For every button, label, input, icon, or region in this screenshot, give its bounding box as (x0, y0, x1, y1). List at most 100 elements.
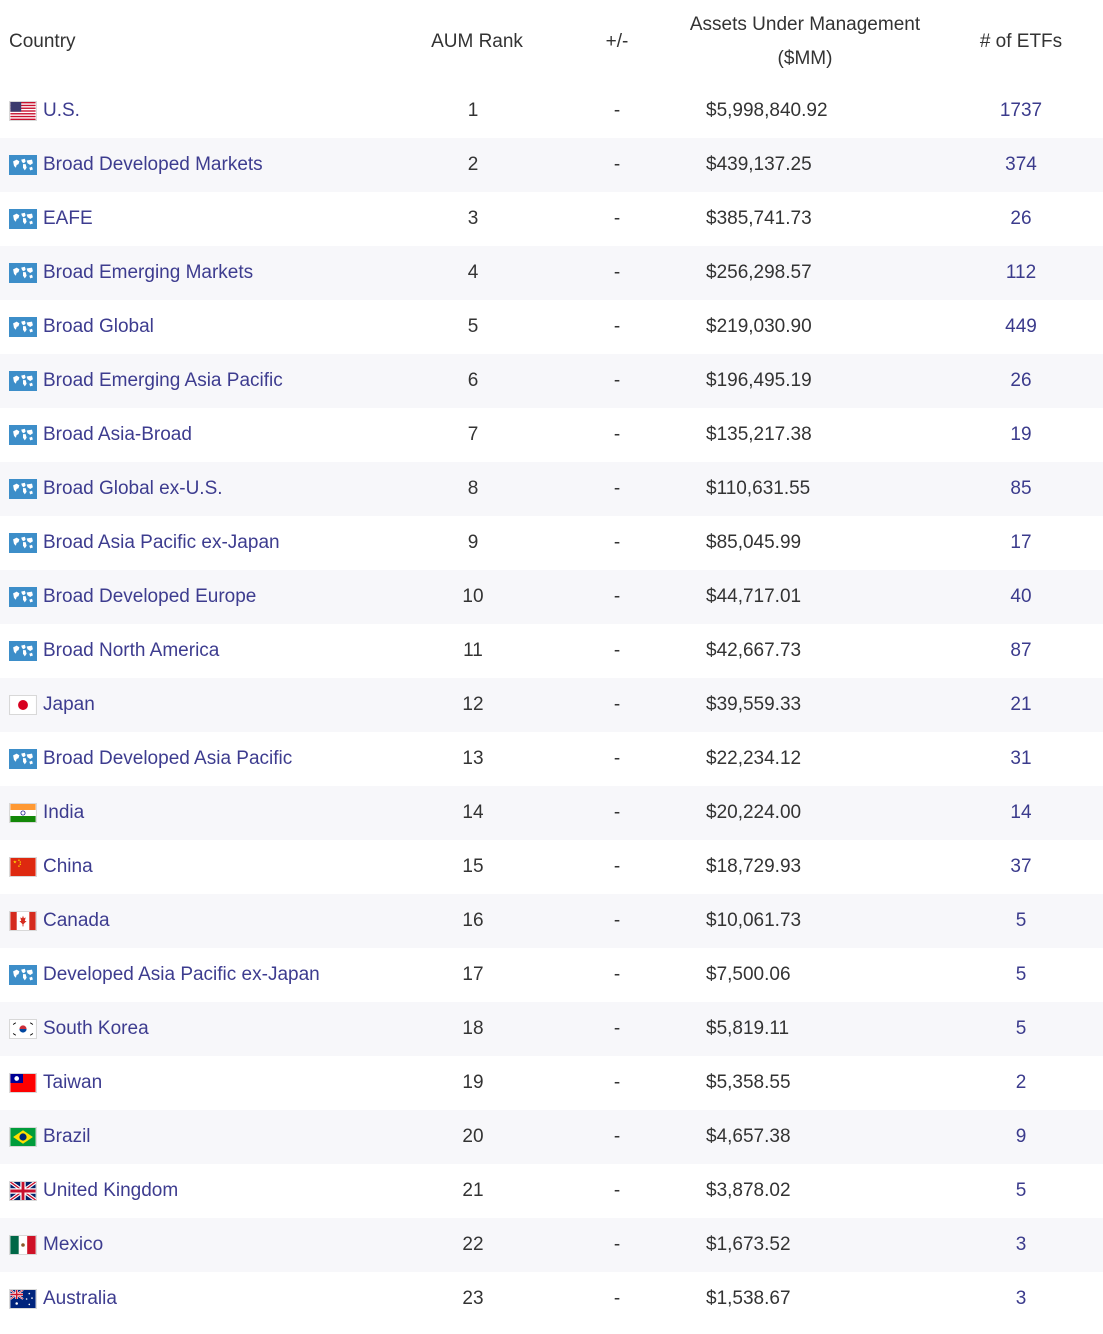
aum-rank-cell: 22 (462, 1234, 484, 1255)
aum-rank-cell: 12 (462, 694, 484, 715)
world-map-icon (9, 586, 37, 607)
world-map-icon (9, 208, 37, 229)
aum-value-cell: $20,224.00 (706, 802, 802, 823)
aum-value-cell: $196,495.19 (706, 370, 812, 391)
table-row: Broad Emerging Markets 4 - $256,298.57 112 (0, 246, 1103, 300)
world-map-icon (9, 532, 37, 553)
country-link[interactable]: Broad Developed Asia Pacific (43, 747, 293, 769)
taiwan-flag-icon (9, 1072, 37, 1093)
country-link[interactable]: Canada (43, 909, 110, 931)
header-change[interactable]: +/- (605, 31, 629, 52)
aum-rank-cell: 13 (462, 748, 484, 769)
country-cell: Mexico (0, 1218, 400, 1272)
brazil-flag-icon (9, 1126, 37, 1147)
change-cell: - (613, 424, 621, 445)
etf-count-cell: 85 (1010, 478, 1032, 499)
etf-count-cell: 5 (1015, 1018, 1027, 1039)
header-aum[interactable]: Assets Under Management ($MM) (680, 0, 930, 84)
country-cell: Broad Developed Europe (0, 570, 400, 624)
change-cell: - (613, 154, 621, 175)
aum-value-cell: $385,741.73 (706, 208, 812, 229)
world-map-icon (9, 748, 37, 769)
table-row: Broad Global 5 - $219,030.90 449 (0, 300, 1103, 354)
aum-rank-cell: 4 (467, 262, 479, 283)
country-cell: Australia (0, 1272, 400, 1326)
country-link[interactable]: India (43, 801, 85, 823)
etf-count-cell: 3 (1015, 1288, 1027, 1309)
country-cell: Broad Asia-Broad (0, 408, 400, 462)
change-cell: - (613, 1018, 621, 1039)
aum-value-cell: $10,061.73 (706, 910, 802, 931)
aum-rank-cell: 21 (462, 1180, 484, 1201)
world-map-icon (9, 964, 37, 985)
change-cell: - (613, 208, 621, 229)
world-map-icon (9, 640, 37, 661)
etf-count-cell: 14 (1010, 802, 1032, 823)
country-link[interactable]: Australia (43, 1287, 117, 1309)
country-link[interactable]: Developed Asia Pacific ex-Japan (43, 963, 320, 985)
etf-count-cell: 31 (1010, 748, 1032, 769)
etf-count-cell: 9 (1015, 1126, 1027, 1147)
aum-value-cell: $42,667.73 (706, 640, 802, 661)
table-row: China 15 - $18,729.93 37 (0, 840, 1103, 894)
aum-rank-cell: 9 (467, 532, 479, 553)
country-link[interactable]: Mexico (43, 1233, 104, 1255)
country-link[interactable]: Broad Developed Markets (43, 153, 263, 175)
aum-value-cell: $3,878.02 (706, 1180, 791, 1201)
etf-count-cell: 374 (1005, 154, 1037, 175)
country-link[interactable]: Broad North America (43, 639, 220, 661)
country-link[interactable]: China (43, 855, 93, 877)
china-flag-icon (9, 856, 37, 877)
country-link[interactable]: Broad Asia Pacific ex-Japan (43, 531, 280, 553)
aum-value-cell: $18,729.93 (706, 856, 802, 877)
country-link[interactable]: Broad Global (43, 315, 154, 337)
aum-rank-cell: 11 (463, 640, 483, 661)
table-body: U.S. 1- $5,998,840.92 1737 Broad Developed M… (0, 84, 1103, 1326)
change-cell: - (613, 100, 621, 121)
header-etf-count[interactable]: # of ETFs (979, 31, 1063, 52)
aum-value-cell: $5,998,840.92 (706, 100, 828, 121)
country-link[interactable]: EAFE (43, 207, 93, 229)
mexico-flag-icon (9, 1234, 37, 1255)
world-map-icon (9, 370, 37, 391)
uk-flag-icon (9, 1180, 37, 1201)
header-aum-rank[interactable]: AUM Rank (431, 31, 523, 52)
table-row: Broad Global ex-U.S. 8 - $110,631.55 85 (0, 462, 1103, 516)
table-row: Australia 23 - $1,538.67 3 (0, 1272, 1103, 1326)
country-link[interactable]: Broad Global ex-U.S. (43, 477, 223, 499)
aum-value-cell: $7,500.06 (706, 964, 791, 985)
country-cell: Brazil (0, 1110, 400, 1164)
country-link[interactable]: South Korea (43, 1017, 149, 1039)
canada-flag-icon (9, 910, 37, 931)
etf-count-cell: 3 (1015, 1234, 1027, 1255)
country-link[interactable]: Broad Emerging Asia Pacific (43, 369, 283, 391)
country-cell: Broad Asia Pacific ex-Japan (0, 516, 400, 570)
etf-count-cell: 5 (1015, 1180, 1027, 1201)
etf-count-cell: 26 (1010, 370, 1032, 391)
header-country[interactable]: Country (9, 31, 76, 52)
etf-count-cell: 26 (1010, 208, 1032, 229)
country-link[interactable]: Japan (43, 693, 95, 715)
table-row: U.S. 1 - $5,998,840.92 1737 (0, 84, 1103, 138)
aum-rank-cell: 18 (462, 1018, 484, 1039)
country-link[interactable]: Broad Emerging Markets (43, 261, 254, 283)
change-cell: - (613, 1288, 621, 1309)
country-link[interactable]: Broad Asia-Broad (43, 423, 192, 445)
table-row: EAFE 3 - $385,741.73 26 (0, 192, 1103, 246)
country-link[interactable]: Taiwan (43, 1071, 103, 1093)
country-link[interactable]: United Kingdom (43, 1179, 179, 1201)
etf-count-cell: 21 (1010, 694, 1032, 715)
change-cell: - (613, 694, 621, 715)
world-map-icon (9, 154, 37, 175)
country-cell: Japan (0, 678, 400, 732)
table-row: India 14 - $20,224.00 14 (0, 786, 1103, 840)
country-link[interactable]: U.S. (43, 99, 80, 121)
country-cell: India (0, 786, 400, 840)
country-link[interactable]: Broad Developed Europe (43, 585, 257, 607)
table-row: United Kingdom 21 - $3,878.02 5 (0, 1164, 1103, 1218)
country-cell: Broad Global ex-U.S. (0, 462, 400, 516)
aum-value-cell: $1,538.67 (706, 1288, 791, 1309)
country-cell: Broad North America (0, 624, 400, 678)
country-link[interactable]: Brazil (43, 1125, 91, 1147)
table-row: Broad North America 11 - $42,667.73 87 (0, 624, 1103, 678)
